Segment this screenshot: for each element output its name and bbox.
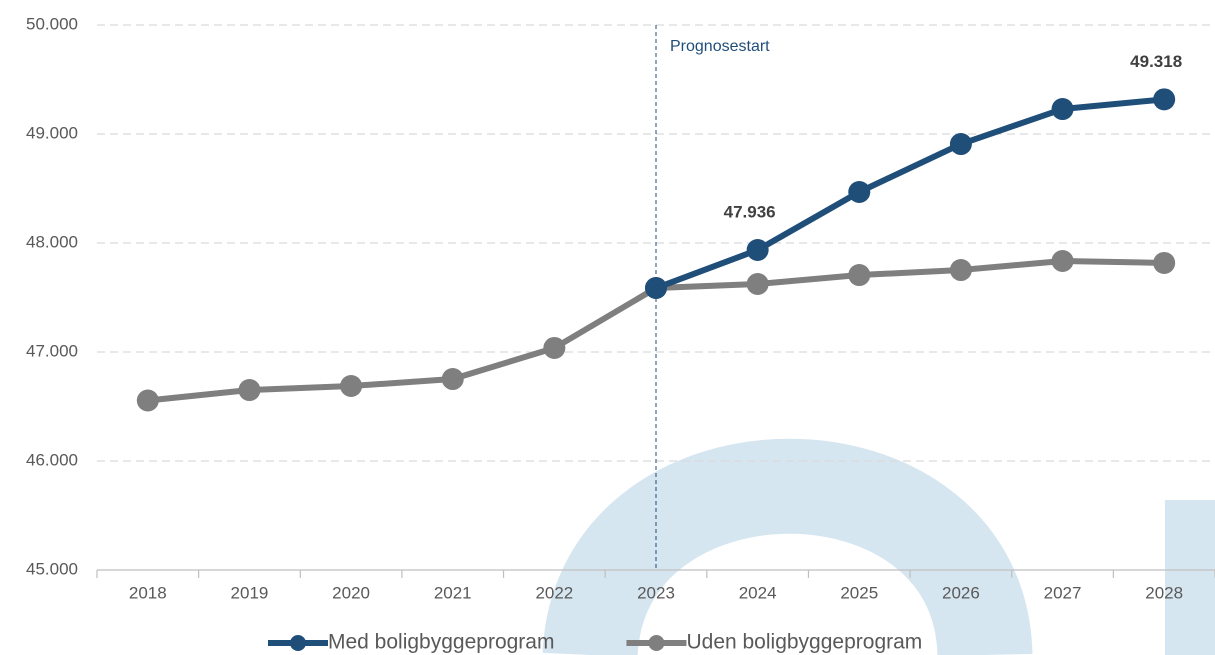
- legend-label: Med boligbyggeprogram: [328, 631, 554, 654]
- x-tick-label: 2027: [1044, 583, 1082, 602]
- x-tick-label: 2024: [739, 583, 777, 602]
- x-tick-label: 2020: [332, 583, 370, 602]
- x-tick-label: 2026: [942, 583, 980, 602]
- y-tick-label: 50.000: [26, 14, 78, 33]
- point: [1153, 88, 1176, 111]
- legend-label: Uden boligbyggeprogram: [686, 631, 922, 654]
- point: [949, 133, 972, 156]
- legend-marker: [290, 635, 306, 651]
- x-tick-label: 2023: [637, 583, 675, 602]
- watermark-bar: [1165, 500, 1215, 655]
- x-tick-label: 2018: [129, 583, 167, 602]
- data-label: 49.318: [1130, 52, 1182, 71]
- point: [1051, 98, 1074, 121]
- point: [543, 336, 566, 359]
- point: [848, 264, 871, 287]
- point: [441, 368, 464, 391]
- data-label: 47.936: [724, 202, 776, 221]
- point: [340, 375, 363, 398]
- point: [645, 277, 667, 300]
- point: [1051, 249, 1074, 272]
- point: [136, 389, 159, 412]
- series-line: [654, 96, 1165, 291]
- watermark-arc: [542, 438, 1033, 655]
- y-tick-label: 48.000: [26, 232, 78, 251]
- x-tick-label: 2022: [535, 583, 573, 602]
- y-tick-label: 47.000: [26, 341, 78, 360]
- annotation: Prognosestart: [670, 38, 770, 55]
- point: [949, 259, 972, 282]
- watermark: [542, 438, 1215, 655]
- point: [746, 272, 769, 295]
- x-tick-label: 2025: [840, 583, 878, 602]
- point: [238, 379, 261, 402]
- legend-marker: [648, 635, 665, 651]
- y-tick-label: 49.000: [26, 123, 78, 142]
- point: [1153, 251, 1176, 274]
- point: [746, 238, 769, 261]
- x-tick-label: 2021: [434, 583, 472, 602]
- point: [848, 180, 871, 203]
- y-tick-label: 45.000: [26, 559, 78, 578]
- y-tick-label: 46.000: [26, 450, 78, 469]
- x-tick-label: 2019: [231, 583, 269, 602]
- x-tick-label: 2028: [1145, 583, 1183, 602]
